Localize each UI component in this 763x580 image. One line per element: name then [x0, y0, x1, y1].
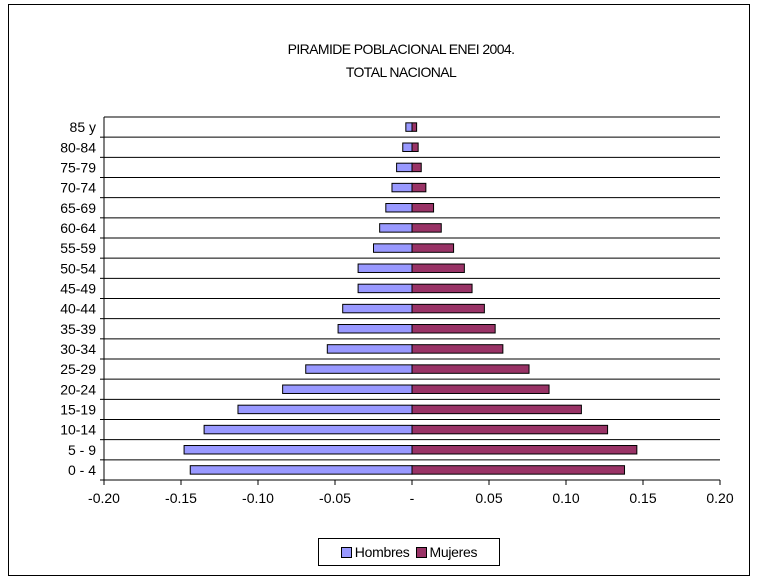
- x-tick-label: 0.05: [475, 490, 502, 506]
- y-tick-label: 85 y: [70, 119, 96, 135]
- bar-mujeres: [411, 445, 638, 455]
- legend-swatch-mujeres: [415, 546, 427, 558]
- bar-mujeres: [411, 243, 455, 253]
- bar-mujeres: [411, 122, 418, 132]
- bar-hombres: [337, 324, 413, 334]
- bar-hombres: [357, 263, 413, 273]
- bar-mujeres: [411, 303, 485, 314]
- bar-hombres: [379, 223, 413, 233]
- bar-mujeres: [411, 283, 473, 294]
- x-tick-label: 0.20: [706, 490, 733, 506]
- y-tick-label: 25-29: [60, 361, 96, 377]
- y-tick-label: 45-49: [60, 280, 96, 296]
- legend-label-hombres: Hombres: [354, 544, 410, 560]
- y-tick-label: 75-79: [60, 159, 96, 175]
- y-tick-label: 5 - 9: [68, 442, 96, 458]
- bar-hombres: [305, 364, 413, 374]
- legend-swatch-hombres: [340, 546, 352, 558]
- bar-hombres: [237, 404, 413, 415]
- bar-mujeres: [411, 203, 435, 213]
- bar-mujeres: [411, 384, 550, 394]
- bar-hombres: [373, 243, 413, 253]
- bar-mujeres: [411, 142, 419, 152]
- bar-hombres: [385, 203, 413, 213]
- x-tick-label: -0.10: [242, 490, 274, 506]
- bar-hombres: [183, 445, 413, 455]
- y-tick-label: 70-74: [60, 180, 96, 196]
- y-tick-label: 15-19: [60, 401, 96, 417]
- bar-hombres: [396, 162, 413, 173]
- bar-mujeres: [411, 182, 427, 193]
- bar-mujeres: [411, 404, 582, 415]
- y-tick-label: 30-34: [60, 341, 96, 357]
- x-tick-label: 0.10: [552, 490, 579, 506]
- bar-mujeres: [411, 263, 465, 273]
- bar-mujeres: [411, 162, 422, 173]
- bar-hombres: [391, 182, 413, 193]
- chart-title-line-1: PIRAMIDE POBLACIONAL ENEI 2004.: [288, 41, 515, 57]
- y-tick-label: 60-64: [60, 220, 96, 236]
- bar-hombres: [405, 122, 413, 132]
- bar-hombres: [203, 424, 413, 435]
- bar-hombres: [357, 283, 413, 294]
- y-tick-label: 55-59: [60, 240, 96, 256]
- y-tick-label: 40-44: [60, 301, 96, 317]
- y-tick-label: 50-54: [60, 260, 96, 276]
- bar-hombres: [282, 384, 413, 394]
- y-tick-label: 35-39: [60, 321, 96, 337]
- y-tick-label: 0 - 4: [68, 462, 96, 478]
- y-tick-label: 80-84: [60, 139, 96, 155]
- legend: Hombres Mujeres: [318, 538, 500, 566]
- bar-hombres: [402, 142, 413, 152]
- y-tick-label: 65-69: [60, 200, 96, 216]
- y-tick-label: 10-14: [60, 422, 96, 438]
- bar-hombres: [342, 303, 413, 314]
- x-tick-label: -0.15: [165, 490, 197, 506]
- bar-hombres: [326, 344, 413, 354]
- bar-mujeres: [411, 465, 626, 475]
- legend-item-mujeres: Mujeres: [415, 544, 478, 560]
- bar-mujeres: [411, 364, 530, 374]
- bar-hombres: [189, 465, 413, 475]
- x-tick-label: -: [410, 490, 415, 506]
- legend-item-hombres: Hombres: [340, 544, 410, 560]
- bar-mujeres: [411, 424, 609, 435]
- x-tick-label: -0.20: [88, 490, 120, 506]
- bar-mujeres: [411, 223, 442, 233]
- legend-label-mujeres: Mujeres: [429, 544, 478, 560]
- x-tick-label: -0.05: [319, 490, 351, 506]
- x-tick-label: 0.15: [629, 490, 656, 506]
- bar-mujeres: [411, 324, 496, 334]
- y-tick-label: 20-24: [60, 381, 96, 397]
- bar-mujeres: [411, 344, 504, 354]
- chart-title-line-2: TOTAL NACIONAL: [346, 64, 457, 80]
